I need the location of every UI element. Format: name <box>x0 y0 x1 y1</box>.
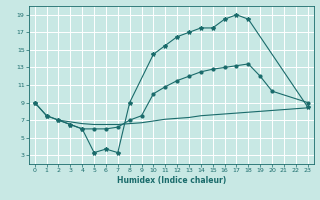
X-axis label: Humidex (Indice chaleur): Humidex (Indice chaleur) <box>116 176 226 185</box>
